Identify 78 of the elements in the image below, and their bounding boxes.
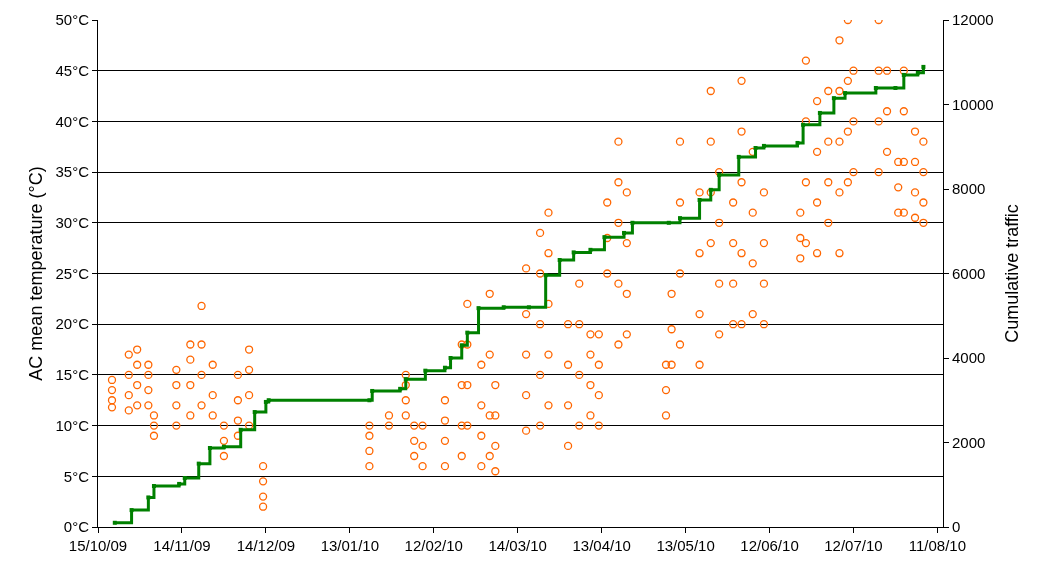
point	[221, 444, 226, 449]
y2-tick-label: 0	[952, 518, 961, 536]
y-tick-label: 45°C	[55, 61, 90, 79]
point	[398, 386, 403, 391]
point	[112, 520, 117, 525]
x-tick-label: 12/07/10	[824, 537, 883, 554]
point	[252, 410, 257, 415]
y-tick-label: 30°C	[55, 214, 90, 232]
x-tick-label: 12/02/10	[404, 537, 463, 554]
y-tick-label: 25°C	[55, 264, 90, 282]
x-tick-label: 15/10/09	[68, 537, 128, 554]
point	[831, 96, 836, 101]
point	[501, 305, 506, 310]
point	[465, 330, 470, 335]
point	[543, 273, 548, 278]
point	[423, 368, 428, 373]
point	[151, 484, 156, 489]
point	[207, 445, 212, 450]
x-tick-label: 14/11/09	[153, 537, 211, 554]
point	[843, 91, 848, 96]
point	[182, 475, 187, 480]
y-tick-label: 5°C	[63, 467, 90, 485]
y2-tick-label: 8000	[952, 180, 986, 198]
point	[442, 365, 447, 370]
point	[736, 154, 741, 159]
point	[630, 220, 635, 225]
x-tick-label: 13/05/10	[656, 537, 715, 554]
point	[146, 495, 151, 500]
point	[602, 235, 607, 240]
point	[526, 305, 531, 310]
point	[370, 388, 375, 393]
point	[367, 398, 372, 403]
y2-axis-title: Cumulative traffic	[1001, 204, 1022, 343]
x-tick-label: 13/01/10	[320, 537, 380, 554]
y-tick-label: 20°C	[55, 315, 90, 333]
y2-tick-label: 12000	[952, 11, 994, 29]
point	[557, 257, 562, 262]
y2-tick-label: 2000	[952, 433, 986, 451]
point	[753, 146, 758, 151]
point	[901, 72, 906, 77]
point	[708, 187, 713, 192]
point	[817, 110, 822, 115]
y-tick-label: 50°C	[55, 11, 90, 29]
point	[893, 86, 898, 91]
x-tick-label: 12/06/10	[740, 537, 799, 554]
y-tick-label: 15°C	[55, 366, 90, 384]
point	[196, 461, 201, 466]
x-tick-label: 11/08/10	[908, 537, 967, 554]
point	[588, 247, 593, 252]
point	[915, 70, 920, 75]
y-tick-label: 0°C	[63, 518, 90, 536]
y2-tick-label: 6000	[952, 264, 986, 282]
point	[403, 377, 408, 382]
point	[761, 143, 766, 148]
point	[697, 197, 702, 202]
point	[717, 173, 722, 178]
x-tick-label: 14/12/09	[236, 537, 296, 554]
y-tick-label: 40°C	[55, 112, 90, 130]
point	[177, 481, 182, 486]
point	[571, 250, 576, 255]
point	[801, 122, 806, 127]
y-axis-title: AC mean temperature (°C)	[25, 166, 46, 381]
point	[666, 220, 671, 225]
point	[476, 306, 481, 311]
point	[448, 356, 453, 360]
point	[238, 427, 243, 432]
y-tick-label: 10°C	[55, 416, 90, 434]
point	[921, 64, 926, 69]
y-tick-label: 35°C	[55, 163, 90, 181]
point	[873, 86, 878, 91]
x-tick-label: 14/03/10	[488, 537, 547, 554]
point	[622, 230, 627, 235]
y2-tick-label: 4000	[952, 349, 986, 367]
x-tick-label: 13/04/10	[572, 537, 631, 554]
point	[129, 508, 134, 513]
point	[795, 140, 800, 145]
point	[677, 216, 682, 221]
y2-tick-label: 10000	[952, 95, 994, 113]
